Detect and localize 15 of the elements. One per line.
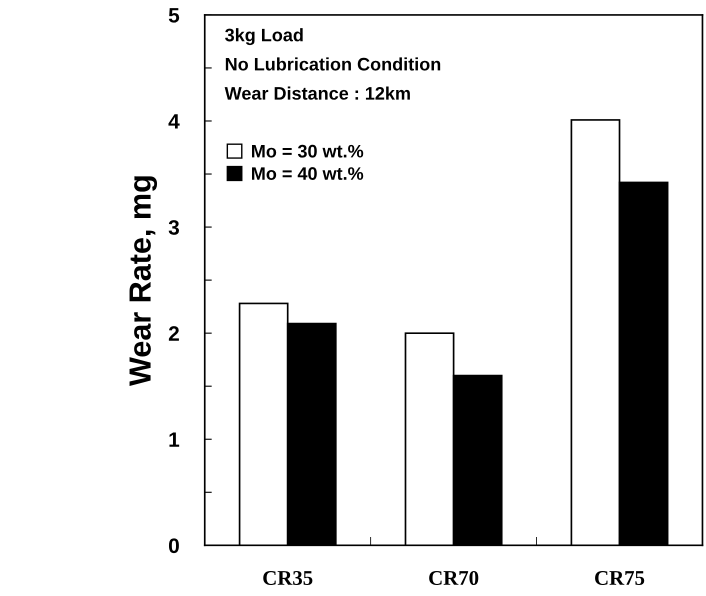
y-axis-title: Wear Rate, mg: [130, 176, 158, 386]
x-tick-label: CR75: [595, 571, 644, 585]
annotation: No Lubrication Condition: [226, 57, 440, 71]
y-tick-label: 0: [168, 538, 179, 554]
x-tick-label: CR70: [429, 570, 478, 585]
annotation: 3kg Load: [225, 28, 303, 46]
legend-label: Mo = 30 wt.%: [252, 144, 364, 158]
annotation: Wear Distance : 12km: [224, 86, 410, 100]
y-tick-label: 1: [169, 432, 180, 447]
y-tick-label: 4: [168, 114, 180, 129]
legend-label: Mo = 40 wt.%: [252, 167, 364, 180]
y-tick-label: 3: [168, 220, 179, 235]
y-tick-label: 5: [168, 8, 180, 23]
y-tick-label: 2: [168, 326, 179, 341]
x-tick-label: CR35: [263, 571, 312, 585]
